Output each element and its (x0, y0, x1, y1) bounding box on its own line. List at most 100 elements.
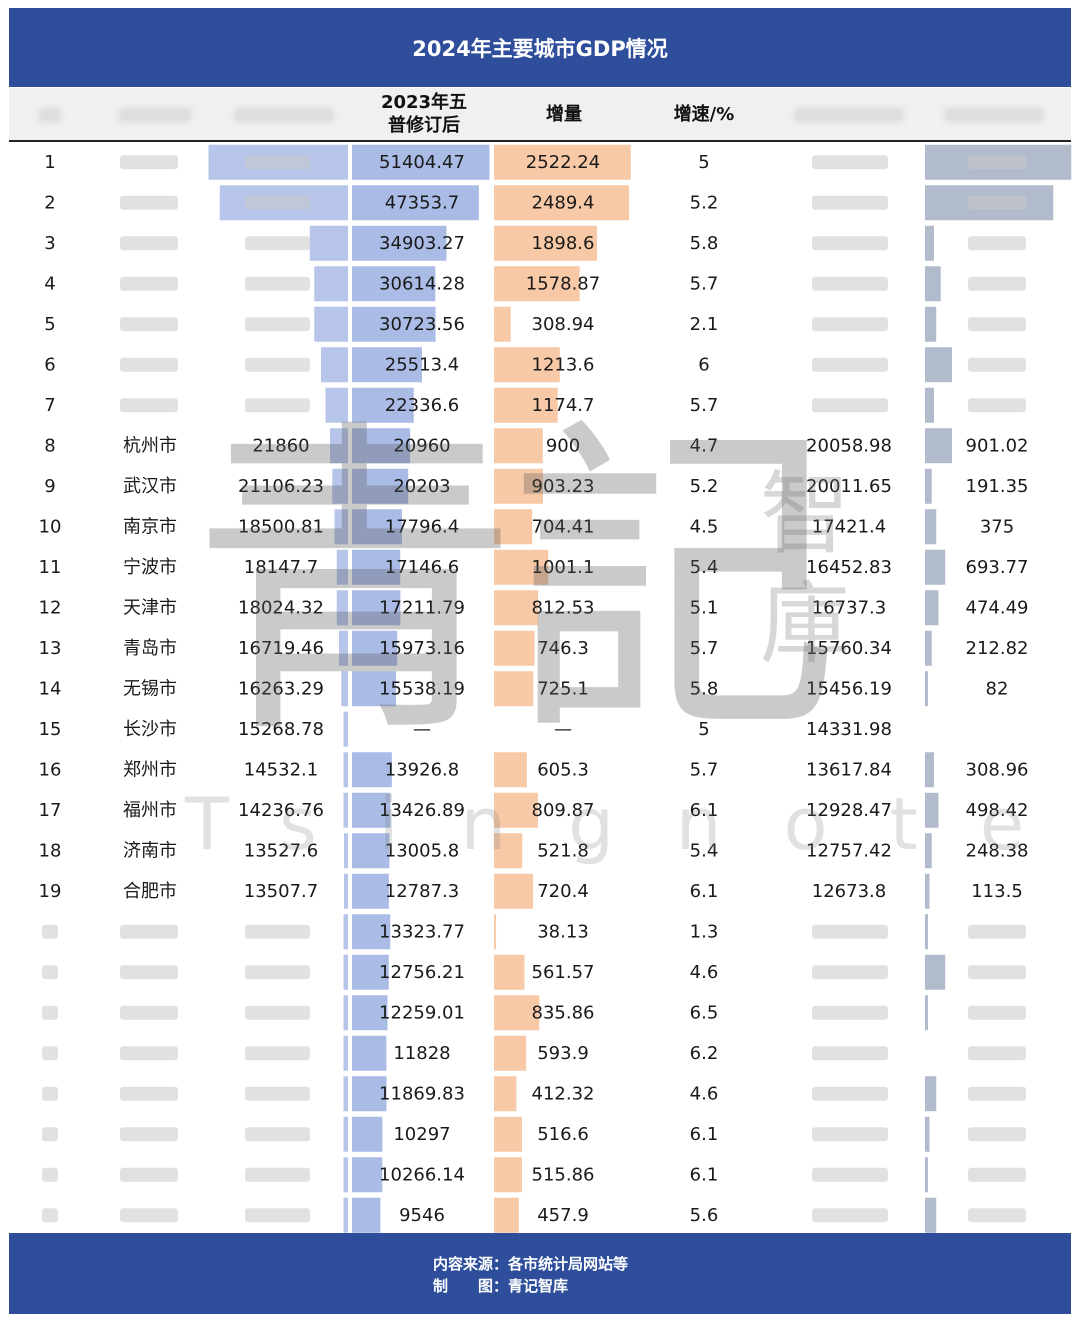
bar-gdp2023 (352, 306, 436, 342)
cell-growth: 5.2 (690, 476, 719, 497)
cell-rank: 10 (39, 516, 62, 537)
cell-gdp2024: 15268.78 (238, 719, 324, 740)
cell-city: 天津市 (123, 597, 177, 618)
bar-gdp2023 (352, 347, 423, 383)
bar-increase (494, 630, 535, 666)
cell-growth: 5 (698, 719, 709, 740)
cell-growth: 6.5 (690, 1002, 719, 1023)
cell-increase: 812.53 (532, 597, 595, 618)
cell-increase-prev: 474.49 (966, 597, 1029, 618)
cell-gdp2024: 16719.46 (238, 638, 324, 659)
bar-prev (925, 873, 930, 909)
cell-growth: 5.6 (690, 1205, 719, 1226)
blurred-city (120, 276, 178, 291)
cell-growth: 6.2 (690, 1043, 719, 1064)
bar-gdp2024 (343, 1157, 348, 1193)
bar-gdp2023 (352, 144, 490, 180)
bar-prev (925, 630, 932, 666)
cell-city: 杭州市 (123, 435, 177, 456)
blurred-rank (42, 1005, 58, 1020)
bar-gdp2024 (321, 347, 348, 383)
cell-gdp2023: 10266.14 (379, 1164, 465, 1185)
blurred-rank (42, 965, 58, 980)
blurred-gdp-prev (812, 1005, 888, 1020)
cell-city: 青岛市 (123, 638, 177, 659)
cell-gdp2024: 18024.32 (238, 597, 324, 618)
cell-gdp2023: 13426.89 (379, 800, 465, 821)
cell-gdp2024: 13507.7 (244, 881, 318, 902)
blurred-header-increase-prev (944, 108, 1044, 122)
cell-growth: 6.1 (690, 881, 719, 902)
cell-city: 郑州市 (123, 759, 177, 780)
bar-gdp2023 (352, 266, 436, 302)
cell-increase: 835.86 (532, 1002, 595, 1023)
blurred-increase-prev (968, 1127, 1026, 1142)
cell-gdp2023: 34903.27 (379, 233, 465, 254)
cell-growth: 5.7 (690, 759, 719, 780)
bar-gdp2024 (343, 954, 348, 990)
cell-city: 宁波市 (123, 557, 177, 578)
blurred-gdp2024 (245, 236, 310, 251)
bar-gdp2024 (343, 711, 348, 747)
cell-growth: 2.1 (690, 314, 719, 335)
cell-gdp2023: 47353.7 (385, 192, 459, 213)
blurred-gdp2024 (245, 357, 310, 372)
bar-prev (925, 752, 934, 788)
bar-prev (925, 833, 932, 869)
cell-growth: 5.7 (690, 273, 719, 294)
blurred-increase-prev (968, 965, 1026, 980)
blurred-rank (42, 924, 58, 939)
cell-gdp2023: 30723.56 (379, 314, 465, 335)
bar-gdp2023 (352, 1076, 387, 1112)
bar-gdp2023 (352, 549, 401, 585)
bar-gdp2023 (352, 225, 447, 261)
cell-rank: 9 (44, 476, 55, 497)
bar-gdp2024 (343, 752, 348, 788)
cell-gdp-prev: 12928.47 (806, 800, 892, 821)
bar-gdp2023 (352, 630, 398, 666)
cell-gdp2024: 18500.81 (238, 516, 324, 537)
bar-prev (925, 590, 939, 626)
cell-rank: 2 (44, 192, 55, 213)
cell-growth: 5.2 (690, 192, 719, 213)
chart-title: 2024年主要城市GDP情况 (9, 8, 1071, 87)
bar-prev (925, 387, 934, 423)
cell-growth: 6.1 (690, 800, 719, 821)
bar-gdp2023 (352, 468, 409, 504)
cell-gdp2024: 14236.76 (238, 800, 324, 821)
bar-gdp2023 (352, 185, 479, 221)
cell-increase: 1213.6 (532, 354, 595, 375)
bar-prev (925, 468, 932, 504)
cell-increase: 2489.4 (532, 192, 595, 213)
blurred-rank (42, 1208, 58, 1223)
cell-gdp2023: 13926.8 (385, 759, 459, 780)
bar-increase (494, 225, 597, 261)
bar-prev (925, 549, 946, 585)
bar-increase (494, 347, 560, 383)
bar-gdp2024 (343, 1035, 348, 1071)
cell-gdp2023: — (413, 719, 431, 740)
column-header-row: 2023年五普修订后 增量 增速/% (9, 88, 1071, 140)
cell-rank: 3 (44, 233, 55, 254)
cell-increase: — (554, 719, 572, 740)
bar-gdp2024 (343, 995, 348, 1031)
bar-increase (494, 1076, 517, 1112)
cell-gdp-prev: 15760.34 (806, 638, 892, 659)
cell-city: 无锡市 (123, 678, 177, 699)
cell-gdp2023: 22336.6 (385, 395, 459, 416)
bar-prev (925, 225, 934, 261)
bar-gdp2023 (352, 995, 388, 1031)
blurred-increase-prev (968, 357, 1026, 372)
header-gdp2023-text: 2023年五普修订后 (380, 92, 468, 136)
cell-increase: 412.32 (532, 1083, 595, 1104)
cell-rank: 5 (44, 314, 55, 335)
cell-gdp-prev: 14331.98 (806, 719, 892, 740)
cell-city: 武汉市 (123, 476, 177, 497)
blurred-gdp2024 (245, 1046, 310, 1061)
blurred-increase-prev (968, 1208, 1026, 1223)
cell-increase-prev: 693.77 (966, 557, 1029, 578)
bar-increase (494, 144, 631, 180)
header-gdp2023: 2023年五普修订后 (354, 88, 494, 140)
cell-growth: 5.7 (690, 638, 719, 659)
bar-gdp2024 (343, 1116, 348, 1152)
